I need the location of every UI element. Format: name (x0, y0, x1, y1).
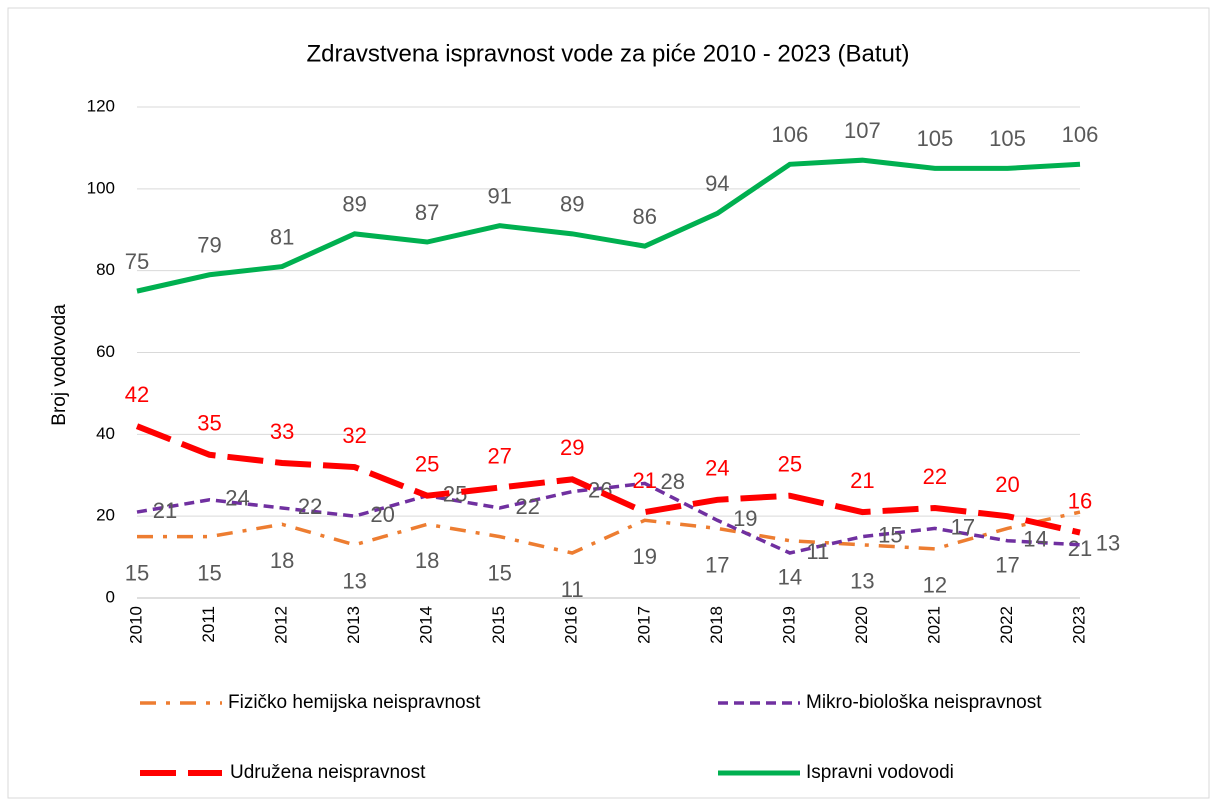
data-label: 11 (806, 539, 829, 564)
x-tick-label: 2013 (344, 606, 363, 644)
data-label: 35 (197, 411, 221, 436)
data-label: 24 (225, 486, 249, 511)
data-label: 21 (633, 468, 657, 493)
data-label: 89 (342, 192, 366, 217)
data-label: 27 (487, 443, 511, 468)
y-tick-label: 40 (96, 424, 115, 443)
legend-label: Ispravni vodovodi (806, 762, 954, 783)
data-label: 75 (125, 249, 149, 274)
data-label: 15 (487, 560, 511, 585)
data-label: 13 (1096, 531, 1120, 556)
chart-frame (7, 7, 1210, 799)
series-line (137, 510, 1081, 555)
data-label: 19 (733, 506, 757, 531)
legend-label: Fizičko hemijska neispravnost (228, 692, 481, 713)
x-tick-label: 2015 (489, 606, 508, 644)
data-label: 18 (270, 548, 294, 573)
data-label: 81 (270, 224, 294, 249)
y-tick-label: 100 (87, 178, 115, 197)
y-tick-label: 80 (96, 260, 115, 279)
x-tick-label: 2017 (634, 606, 653, 644)
data-label: 28 (661, 469, 685, 494)
y-tick-label: 0 (106, 587, 115, 606)
data-label: 106 (1062, 122, 1099, 147)
data-label: 18 (415, 548, 439, 573)
data-label: 22 (515, 494, 539, 519)
data-label: 16 (1068, 488, 1092, 513)
data-label: 14 (1023, 527, 1047, 552)
x-tick-label: 2019 (779, 606, 798, 644)
data-label: 106 (771, 122, 808, 147)
data-label: 11 (561, 577, 584, 602)
data-label: 20 (370, 502, 394, 527)
x-tick-label: 2011 (199, 606, 218, 643)
data-label: 14 (778, 565, 802, 590)
data-label: 15 (878, 522, 902, 547)
data-label: 107 (844, 118, 881, 143)
y-tick-label: 20 (96, 506, 115, 525)
data-label: 105 (917, 126, 954, 151)
x-tick-label: 2014 (417, 606, 436, 644)
series-line (135, 423, 1081, 536)
data-label: 24 (705, 456, 729, 481)
data-label: 21 (850, 468, 874, 493)
data-label: 86 (633, 204, 657, 229)
x-tick-label: 2018 (707, 606, 726, 644)
data-label: 25 (778, 452, 802, 477)
chart-title: Zdravstvena ispravnost vode za piće 2010… (307, 40, 910, 67)
data-label: 94 (705, 171, 729, 196)
data-label: 79 (197, 233, 221, 258)
y-tick-label: 60 (96, 342, 115, 361)
data-label: 22 (298, 494, 322, 519)
x-tick-label: 2023 (1069, 606, 1088, 644)
x-tick-label: 2022 (997, 606, 1016, 644)
y-axis-label: Broj vodovoda (49, 304, 70, 426)
data-label: 15 (197, 560, 221, 585)
data-label: 22 (923, 464, 947, 489)
data-label: 21 (1068, 536, 1092, 561)
data-label: 17 (705, 552, 729, 577)
data-label: 20 (995, 472, 1019, 497)
data-label: 13 (850, 569, 874, 594)
data-label: 32 (342, 423, 366, 448)
x-tick-label: 2010 (126, 606, 145, 644)
data-label: 29 (560, 435, 584, 460)
data-label: 25 (415, 452, 439, 477)
legend-label: Udružena neispravnost (230, 762, 426, 783)
data-label: 105 (989, 126, 1026, 151)
data-label: 33 (270, 419, 294, 444)
y-tick-label: 120 (87, 96, 115, 115)
data-label: 15 (125, 560, 149, 585)
data-label: 89 (560, 192, 584, 217)
legend-label: Mikro-biološka neispravnost (806, 692, 1042, 713)
x-tick-label: 2012 (272, 606, 291, 644)
data-label: 42 (125, 382, 149, 407)
data-label: 91 (487, 183, 511, 208)
data-label: 13 (342, 569, 366, 594)
series-line (136, 157, 1081, 294)
data-label: 87 (415, 200, 439, 225)
data-label: 21 (153, 498, 177, 523)
data-label: 19 (633, 544, 657, 569)
data-label: 12 (923, 573, 947, 598)
x-tick-label: 2021 (924, 606, 943, 644)
data-label: 17 (995, 552, 1019, 577)
x-tick-label: 2016 (562, 606, 581, 644)
x-tick-label: 2020 (852, 606, 871, 644)
data-label: 17 (951, 514, 975, 539)
